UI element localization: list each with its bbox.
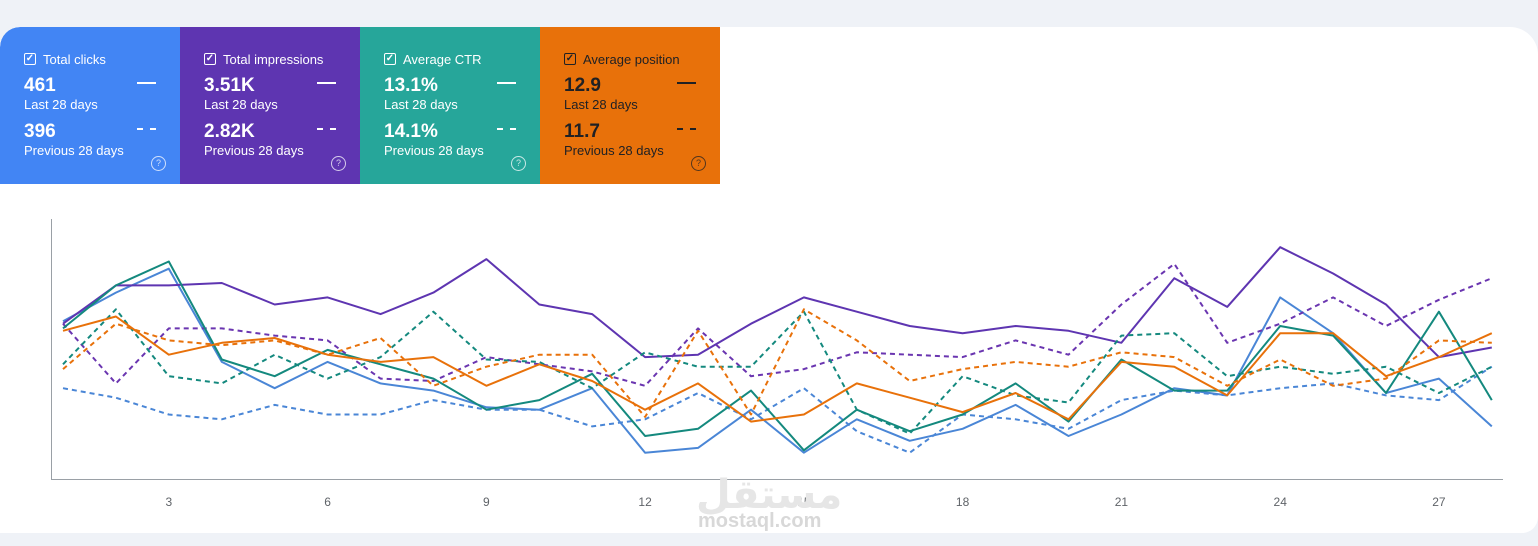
- metric-card-pos[interactable]: ✓ Average position 12.9 Last 28 days 11.7 Pre…: [540, 27, 720, 184]
- help-circle-icon[interactable]: ?: [691, 156, 706, 171]
- current-value: 3.51K: [204, 75, 255, 96]
- legend-dashed-line: [317, 128, 336, 130]
- previous-metric: 14.1% Previous 28 days: [384, 122, 484, 159]
- previous-period-label: Previous 28 days: [24, 143, 124, 158]
- current-period-label: Last 28 days: [204, 97, 278, 112]
- series-layer: [62, 246, 1493, 454]
- legend-solid-line: [137, 82, 156, 84]
- card-label: Average CTR: [403, 51, 482, 67]
- check-icon[interactable]: ✓: [24, 53, 36, 65]
- metric-cards: ✓ Total clicks 461 Last 28 days 396 Previous …: [0, 27, 720, 184]
- x-tick-label: 27: [1432, 495, 1446, 509]
- current-period-label: Last 28 days: [384, 97, 458, 112]
- help-circle-icon[interactable]: ?: [331, 156, 346, 171]
- previous-metric: 2.82K Previous 28 days: [204, 122, 304, 159]
- x-tick-label: 18: [956, 495, 970, 509]
- current-metric: 3.51K Last 28 days: [204, 76, 278, 113]
- check-icon[interactable]: ✓: [564, 53, 576, 65]
- previous-period-label: Previous 28 days: [564, 143, 664, 158]
- legend-dashed-line: [497, 128, 516, 130]
- x-tick-label: 6: [324, 495, 331, 509]
- current-value: 12.9: [564, 75, 601, 96]
- series-ctr-current: [62, 260, 1493, 452]
- x-tick-layer: 3 6 9 12 15 18 21 24 27: [165, 495, 1445, 509]
- performance-chart: 3 6 9 12 15 18 21 24 27: [51, 219, 1503, 509]
- x-tick-label: 21: [1115, 495, 1129, 509]
- current-metric: 12.9 Last 28 days: [564, 76, 638, 113]
- series-impressions-current: [62, 246, 1492, 359]
- x-tick-label: 9: [483, 495, 490, 509]
- check-icon[interactable]: ✓: [204, 53, 216, 65]
- check-icon[interactable]: ✓: [384, 53, 396, 65]
- previous-value: 11.7: [564, 121, 600, 142]
- legend-solid-line: [317, 82, 336, 84]
- series-impressions-previous: [62, 262, 1493, 387]
- previous-value: 396: [24, 121, 56, 142]
- legend-dashed-line: [137, 128, 156, 130]
- help-circle-icon[interactable]: ?: [151, 156, 166, 171]
- previous-metric: 11.7 Previous 28 days: [564, 122, 664, 159]
- legend-solid-line: [497, 82, 516, 84]
- series-clicks-previous: [62, 365, 1493, 454]
- current-value: 461: [24, 75, 56, 96]
- card-header: ✓ Average position: [564, 51, 696, 67]
- card-label: Average position: [583, 51, 680, 67]
- current-metric: 461 Last 28 days: [24, 76, 98, 113]
- metric-card-clicks[interactable]: ✓ Total clicks 461 Last 28 days 396 Previous …: [0, 27, 180, 184]
- card-label: Total impressions: [223, 51, 324, 67]
- x-tick-label: 15: [797, 495, 811, 509]
- current-value: 13.1%: [384, 75, 438, 96]
- card-header: ✓ Average CTR: [384, 51, 516, 67]
- legend-solid-line: [677, 82, 696, 84]
- card-label: Total clicks: [43, 51, 106, 67]
- previous-value: 14.1%: [384, 121, 438, 142]
- current-metric: 13.1% Last 28 days: [384, 76, 458, 113]
- series-clicks-current: [62, 267, 1493, 454]
- legend-dashed-line: [677, 128, 696, 130]
- previous-period-label: Previous 28 days: [384, 143, 484, 158]
- current-period-label: Last 28 days: [564, 97, 638, 112]
- help-circle-icon[interactable]: ?: [511, 156, 526, 171]
- card-header: ✓ Total impressions: [204, 51, 336, 67]
- watermark-arabic: مستقل: [696, 472, 843, 518]
- card-header: ✓ Total clicks: [24, 51, 156, 67]
- x-tick-label: 12: [638, 495, 652, 509]
- x-tick-label: 3: [165, 495, 172, 509]
- current-period-label: Last 28 days: [24, 97, 98, 112]
- previous-metric: 396 Previous 28 days: [24, 122, 124, 159]
- series-position-previous: [62, 308, 1492, 418]
- watermark-latin: mostaql.com: [698, 510, 822, 532]
- metric-card-ctr[interactable]: ✓ Average CTR 13.1% Last 28 days 14.1% Previo…: [360, 27, 540, 184]
- x-tick-label: 24: [1274, 495, 1288, 509]
- performance-panel: ✓ Total clicks 461 Last 28 days 396 Previous …: [0, 27, 1538, 533]
- series-position-current: [62, 315, 1493, 423]
- previous-period-label: Previous 28 days: [204, 143, 304, 158]
- metric-card-impr[interactable]: ✓ Total impressions 3.51K Last 28 days 2.82K…: [180, 27, 360, 184]
- previous-value: 2.82K: [204, 121, 255, 142]
